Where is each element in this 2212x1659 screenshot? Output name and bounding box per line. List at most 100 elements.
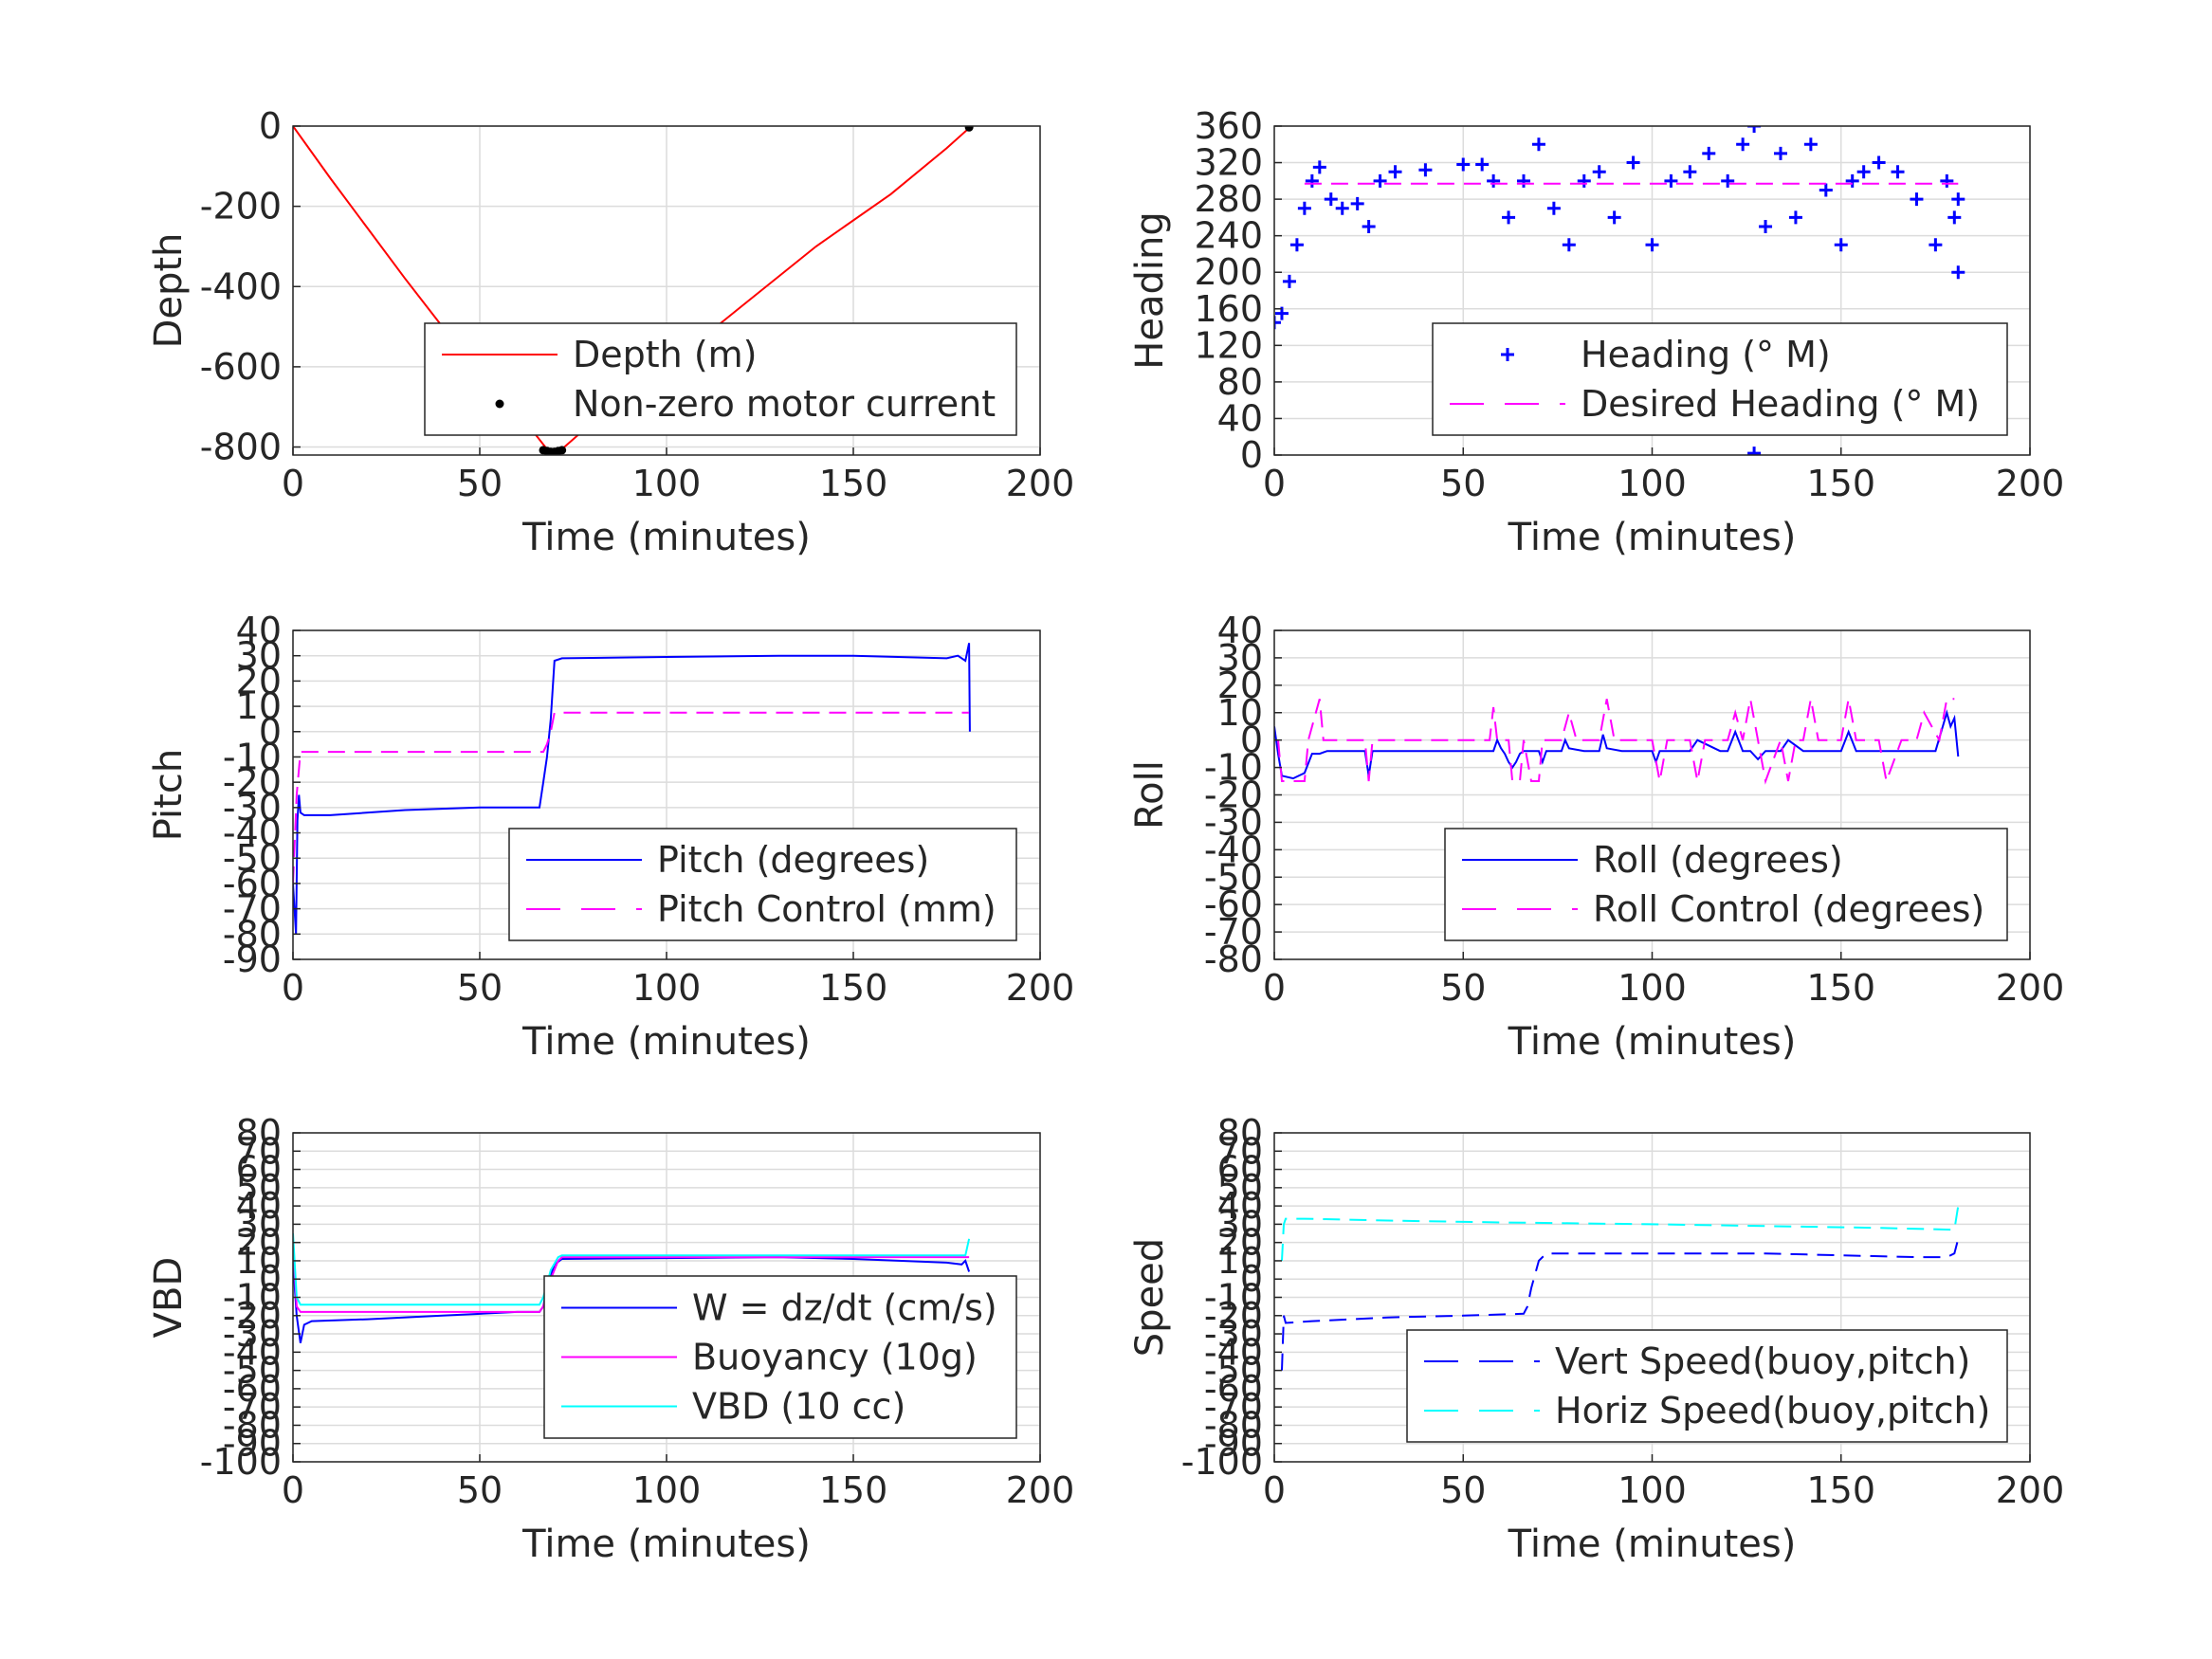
speed-ytick-label: 10 xyxy=(1217,1240,1263,1282)
heading-point xyxy=(1803,137,1818,152)
speed-legend-label: Horiz Speed(buoy,pitch) xyxy=(1555,1390,1990,1431)
roll-ytick-label: -50 xyxy=(1204,856,1263,898)
heading-point xyxy=(1721,173,1735,188)
pitch-data xyxy=(293,643,971,935)
heading-point xyxy=(1274,316,1281,330)
speed-ticks: 0 50 100 150 20080706050403020100-10-20-30-4… xyxy=(1181,1112,2065,1511)
heading-point xyxy=(1736,137,1750,152)
depth-ytick-label: -800 xyxy=(200,427,282,468)
vbd-ytick-label: -70 xyxy=(223,1386,282,1428)
heading-point xyxy=(1747,447,1762,455)
speed-ytick-label: -80 xyxy=(1204,1404,1263,1446)
heading-point xyxy=(1502,210,1516,225)
speed-data xyxy=(1281,1205,1960,1371)
pitch-legend-box xyxy=(508,828,1017,941)
roll-legend-label: Roll (degrees) xyxy=(1593,839,1843,881)
pitch-xtick-label: 0 xyxy=(282,967,304,1009)
speed-chart: 0 50 100 150 20080706050403020100-10-20-30-4… xyxy=(1128,1112,2064,1566)
vbd-legend-label: W = dz/dt (cm/s) xyxy=(692,1287,997,1329)
roll-ytick-label: -70 xyxy=(1204,911,1263,953)
vbd-legend-label: Buoyancy (10g) xyxy=(692,1337,978,1378)
heading-point xyxy=(1592,165,1606,179)
vbd-xtick-label: 200 xyxy=(1006,1469,1075,1511)
depth-point xyxy=(558,446,567,455)
heading-point xyxy=(1664,173,1678,188)
roll-ylabel: Roll xyxy=(1128,760,1172,830)
vbd-xlabel: Time (minutes) xyxy=(521,1522,811,1566)
depth-ticks: 0 50 100 150 200 0 -200 -400 -600 -800 xyxy=(200,105,1075,504)
vbd-ytick-label: -30 xyxy=(223,1313,282,1355)
vbd-series-1 xyxy=(293,1242,970,1313)
speed-ytick-label: -10 xyxy=(1204,1277,1263,1319)
pitch-ytick-label: -10 xyxy=(223,736,282,777)
heading-point xyxy=(1947,210,1962,225)
heading-point xyxy=(1531,137,1545,152)
roll-ytick-label: -30 xyxy=(1204,801,1263,843)
depth-legend: Depth (m) Non-zero motor current xyxy=(424,322,1017,436)
speed-legend-box xyxy=(1406,1329,2008,1443)
speed-ytick-label: -100 xyxy=(1181,1441,1263,1483)
heading-ytick-label: 360 xyxy=(1194,105,1263,147)
vbd-ytick-label: -100 xyxy=(200,1441,282,1483)
pitch-ytick-label: -50 xyxy=(223,837,282,879)
heading-ytick-label: 240 xyxy=(1194,215,1263,257)
speed-ytick-label: -90 xyxy=(1204,1423,1263,1465)
roll-xlabel: Time (minutes) xyxy=(1508,1020,1797,1064)
heading-xtick-label: 150 xyxy=(1806,463,1875,504)
heading-ytick-label: 320 xyxy=(1194,142,1263,184)
speed-series-1 xyxy=(1281,1205,1960,1261)
roll-ytick-label: -60 xyxy=(1204,884,1263,925)
pitch-legend: Pitch (degrees) Pitch Control (mm) xyxy=(508,828,1017,941)
heading-point xyxy=(1324,192,1338,207)
speed-ytick-label: -40 xyxy=(1204,1331,1263,1373)
heading-point xyxy=(1951,192,1965,207)
heading-point xyxy=(1475,157,1490,172)
heading-legend-label: Heading (° M) xyxy=(1581,334,1831,375)
roll-xtick-label: 200 xyxy=(1996,967,2065,1009)
heading-legend-label: Desired Heading (° M) xyxy=(1581,383,1980,425)
heading-point xyxy=(1388,165,1402,179)
vbd-ytick-label: -60 xyxy=(223,1368,282,1410)
roll-ytick-label: 10 xyxy=(1217,692,1263,734)
depth-ytick-label: 0 xyxy=(259,105,282,147)
speed-xtick-label: 0 xyxy=(1263,1469,1286,1511)
speed-xlabel: Time (minutes) xyxy=(1508,1522,1797,1566)
heading-point xyxy=(1759,220,1773,234)
roll-xtick-label: 0 xyxy=(1263,967,1286,1009)
heading-point xyxy=(1546,201,1561,215)
heading-point xyxy=(1305,173,1319,188)
vbd-ytick-label: 20 xyxy=(236,1222,282,1264)
speed-xtick-label: 50 xyxy=(1440,1469,1486,1511)
heading-point xyxy=(1312,160,1326,174)
vbd-ytick-label: -80 xyxy=(223,1404,282,1446)
roll-ytick-label: -40 xyxy=(1204,829,1263,870)
depth-series-1 xyxy=(498,126,974,455)
vbd-ylabel: VBD xyxy=(147,1257,191,1339)
heading-point xyxy=(1456,157,1471,172)
vbd-ytick-label: -40 xyxy=(223,1331,282,1373)
speed-legend: Vert Speed(buoy,pitch) Horiz Speed(buoy,p… xyxy=(1406,1329,2008,1443)
heading-point xyxy=(1747,126,1762,133)
roll-ytick-label: -80 xyxy=(1204,939,1263,980)
heading-point xyxy=(1289,238,1304,252)
heading-ytick-label: 80 xyxy=(1217,361,1263,403)
pitch-ytick-label: -60 xyxy=(223,863,282,904)
speed-ytick-label: 70 xyxy=(1217,1130,1263,1172)
pitch-ytick-label: 0 xyxy=(259,711,282,753)
depth-ylabel: Depth xyxy=(147,233,191,349)
roll-xtick-label: 150 xyxy=(1806,967,1875,1009)
pitch-ylabel: Pitch xyxy=(147,749,191,841)
heading-point xyxy=(1626,155,1640,170)
roll-ytick-label: 20 xyxy=(1217,665,1263,706)
vbd-ytick-label: -90 xyxy=(223,1423,282,1465)
heading-xtick-label: 50 xyxy=(1440,463,1486,504)
speed-ytick-label: 40 xyxy=(1217,1185,1263,1227)
vbd-xtick-label: 150 xyxy=(819,1469,888,1511)
heading-point xyxy=(1373,173,1387,188)
pitch-ytick-label: -80 xyxy=(223,913,282,955)
heading-point xyxy=(1845,173,1859,188)
pitch-ytick-label: -70 xyxy=(223,888,282,930)
speed-ytick-label: -20 xyxy=(1204,1295,1263,1337)
vbd-ytick-label: 80 xyxy=(236,1112,282,1154)
